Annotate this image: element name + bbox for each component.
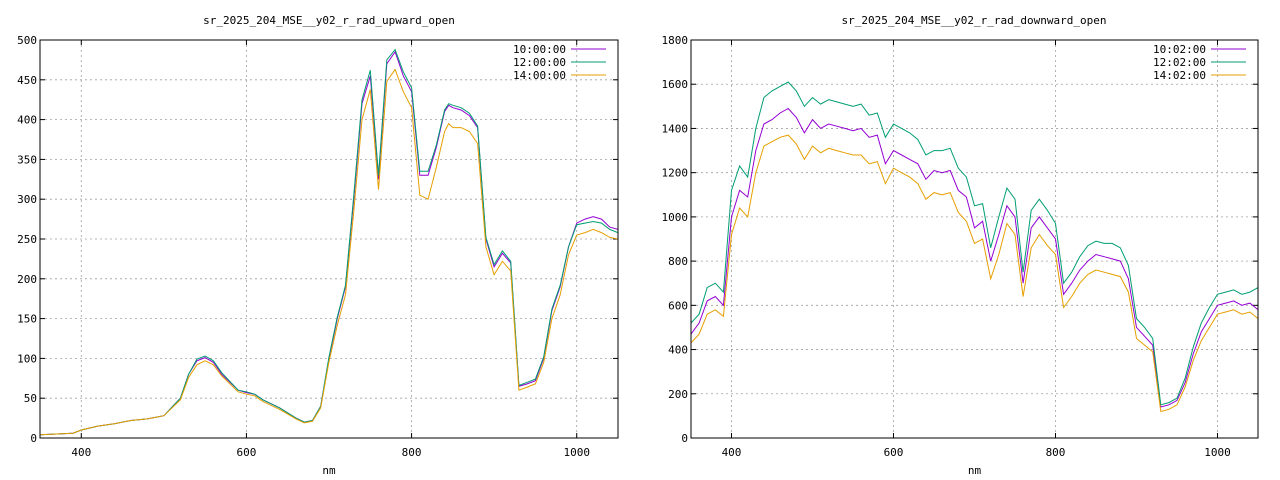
y-tick-label: 800 (668, 255, 688, 268)
y-tick-label: 1400 (662, 122, 689, 135)
x-tick-label: 400 (71, 446, 91, 459)
y-tick-label: 450 (17, 74, 37, 87)
chart-title: sr_2025_204_MSE__y02_r_rad_downward_open (842, 14, 1107, 27)
y-tick-label: 250 (17, 233, 37, 246)
downward-radiance-chart: sr_2025_204_MSE__y02_r_rad_downward_open… (662, 14, 1259, 477)
upward-radiance-chart: sr_2025_204_MSE__y02_r_rad_upward_open 0 5… (17, 14, 619, 477)
y-tick-label: 150 (17, 313, 37, 326)
x-tick-label: 400 (722, 446, 742, 459)
legend-label: 10:00:00 (513, 43, 566, 56)
y-tick-label: 600 (668, 299, 688, 312)
x-axis-label: nm (968, 464, 982, 477)
y-tick-label: 200 (17, 273, 37, 286)
y-tick-label: 0 (30, 432, 37, 445)
y-tick-label: 350 (17, 153, 37, 166)
y-tick-label: 1800 (662, 34, 689, 47)
legend-label: 14:00:00 (513, 69, 566, 82)
series-line-0 (691, 107, 1258, 408)
plot-frame (690, 39, 1259, 439)
y-tick-label: 200 (668, 388, 688, 401)
y-tick-label: 100 (17, 352, 37, 365)
plot-frame (39, 39, 619, 439)
series-line-1 (691, 81, 1258, 406)
y-tick-label: 1600 (662, 78, 689, 91)
legend-label: 12:00:00 (513, 56, 566, 69)
x-tick-label: 800 (402, 446, 422, 459)
y-tick-label: 500 (17, 34, 37, 47)
y-tick-label: 400 (668, 344, 688, 357)
y-tick-label: 400 (17, 114, 37, 127)
y-tick-label: 300 (17, 193, 37, 206)
y-tick-label: 1200 (662, 167, 689, 180)
x-tick-label: 600 (884, 446, 904, 459)
x-axis-label: nm (322, 464, 336, 477)
series-line-2 (40, 68, 618, 436)
series-line-2 (691, 134, 1258, 413)
y-tick-label: 1000 (662, 211, 689, 224)
y-tick-label: 0 (681, 432, 688, 445)
legend-label: 12:02:00 (1153, 56, 1206, 69)
legend-label: 14:02:00 (1153, 69, 1206, 82)
chart-title: sr_2025_204_MSE__y02_r_rad_upward_open (203, 14, 455, 27)
legend-label: 10:02:00 (1153, 43, 1206, 56)
x-tick-label: 600 (236, 446, 256, 459)
x-tick-label: 800 (1046, 446, 1066, 459)
series-line-0 (40, 50, 618, 436)
y-tick-label: 50 (24, 392, 37, 405)
x-tick-label: 1000 (1204, 446, 1231, 459)
series-line-1 (40, 48, 618, 436)
x-tick-label: 1000 (563, 446, 590, 459)
